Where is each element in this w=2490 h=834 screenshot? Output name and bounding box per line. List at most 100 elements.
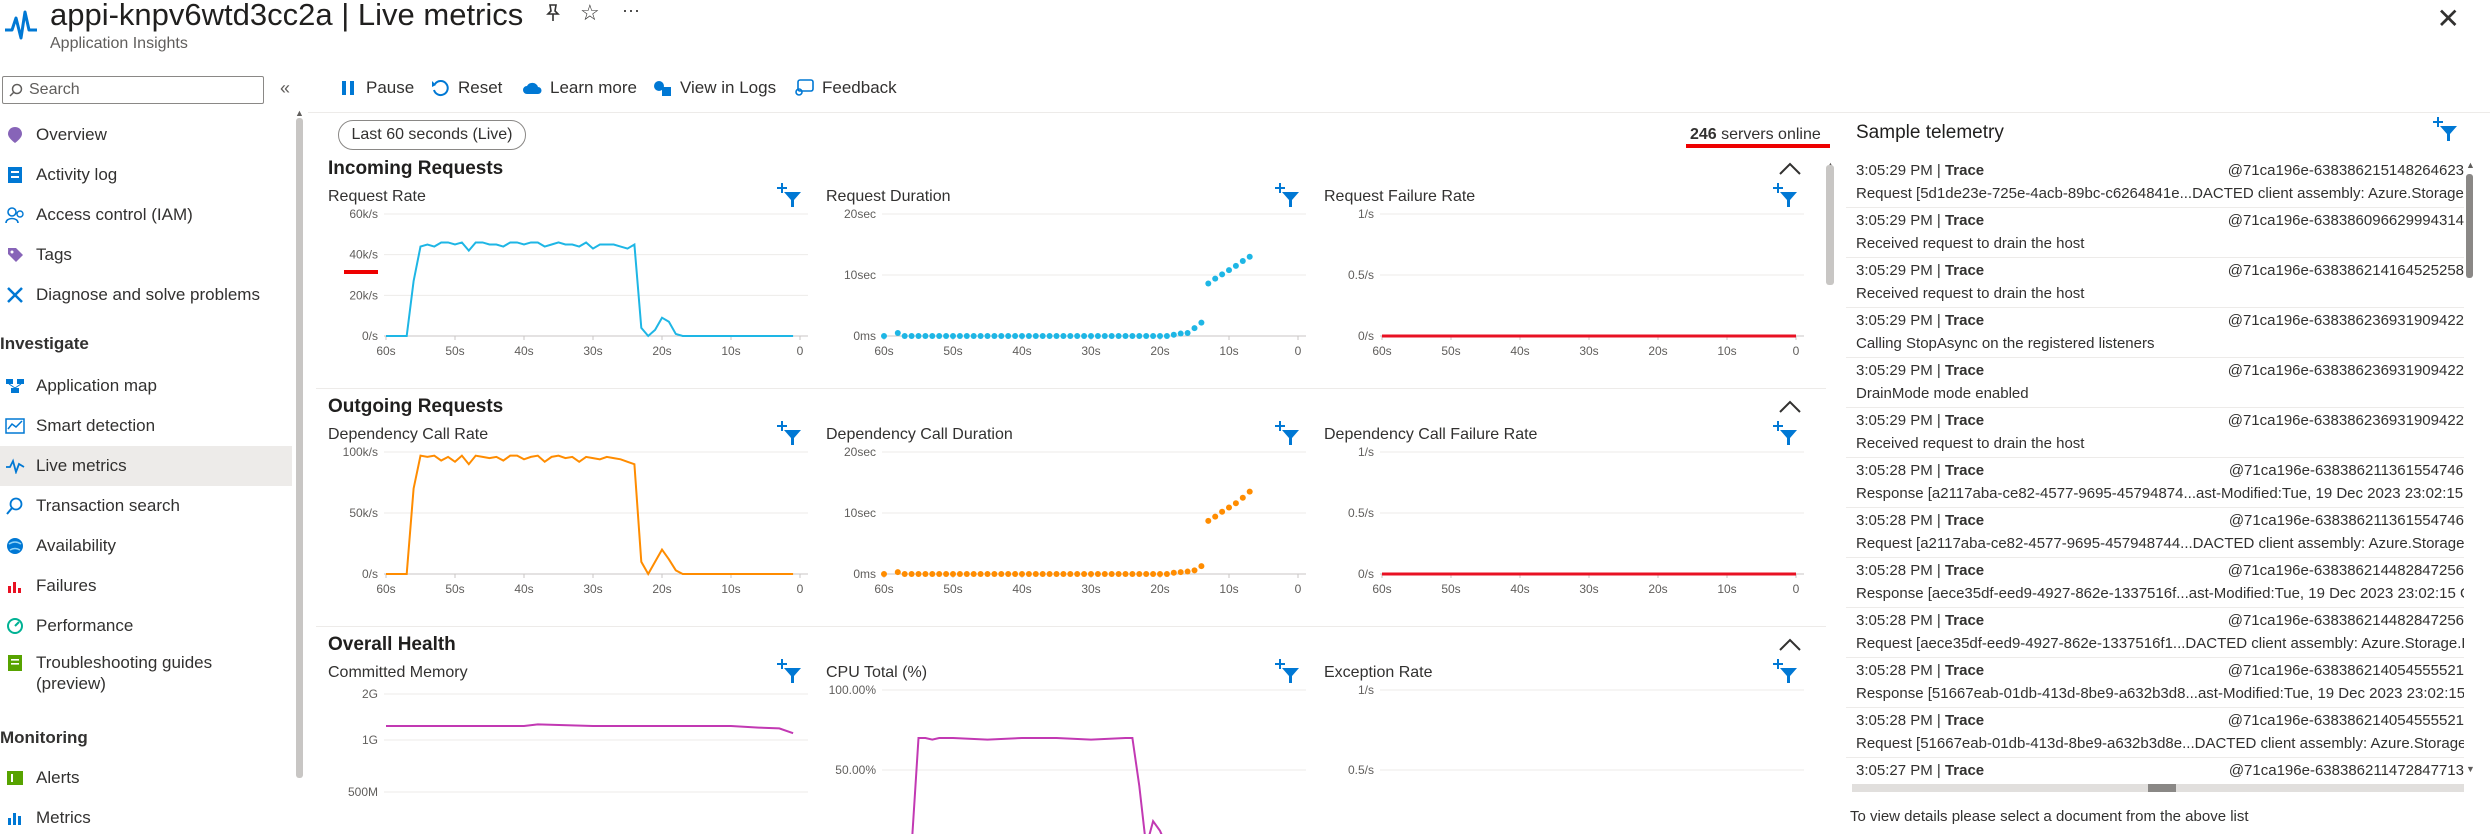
sidebar-item-transaction-search[interactable]: Transaction search xyxy=(0,486,292,526)
chart-request-duration[interactable]: Request Duration 20sec 10sec 0ms 60s 50s 40s 30… xyxy=(814,183,1312,386)
telemetry-row[interactable]: 3:05:28 PM | Trace @71ca196e-638386211361… xyxy=(1846,508,2464,558)
search-input[interactable]: Search xyxy=(2,76,264,104)
view-in-logs-button[interactable]: View in Logs xyxy=(652,74,776,102)
sidebar-item-label: Transaction search xyxy=(36,496,180,515)
filter-icon[interactable] xyxy=(1770,658,1798,684)
sidebar-item-metrics[interactable]: Metrics xyxy=(0,798,292,834)
telemetry-row[interactable]: 3:05:28 PM | Trace @71ca196e-638386211361… xyxy=(1846,458,2464,508)
telemetry-row[interactable]: 3:05:29 PM | Trace @71ca196e-638386236931… xyxy=(1846,408,2464,458)
telemetry-time: 3:05:28 PM xyxy=(1856,462,1933,479)
sidebar-item-alerts[interactable]: Alerts xyxy=(0,758,292,798)
collapse-incoming-icon[interactable] xyxy=(1778,160,1802,176)
filter-icon[interactable] xyxy=(774,420,802,446)
section-outgoing-requests: Outgoing Requests xyxy=(328,396,504,417)
telemetry-type: Trace xyxy=(1944,462,1985,479)
servers-label: servers online xyxy=(1721,126,1821,143)
data-point xyxy=(1184,568,1191,575)
series-line xyxy=(386,723,794,735)
time-range-button[interactable]: Last 60 seconds (Live) xyxy=(338,120,526,150)
telemetry-row[interactable]: 3:05:29 PM | Trace @71ca196e-638386096629… xyxy=(1846,208,2464,258)
telemetry-row[interactable]: 3:05:29 PM | Trace @71ca196e-638386214164… xyxy=(1846,258,2464,308)
chart-dependency-call-failure-rate[interactable]: Dependency Call Failure Rate 1/s 0.5/s 0/s 6… xyxy=(1312,421,1810,624)
telemetry-id: @71ca196e-638386211361554746 xyxy=(2228,512,2464,529)
sidebar-scrollbar[interactable] xyxy=(296,118,303,778)
activity-log-icon xyxy=(4,164,26,186)
telemetry-id: @71ca196e-638386214054555521 xyxy=(2227,712,2464,729)
telemetry-row[interactable]: 3:05:28 PM | Trace @71ca196e-638386214054… xyxy=(1846,708,2464,758)
sidebar-item-troubleshooting-guides[interactable]: Troubleshooting guides (preview) xyxy=(0,646,292,702)
telemetry-type: Trace xyxy=(1944,362,1985,379)
telemetry-row[interactable]: 3:05:27 PM | Trace @71ca196e-638386211472… xyxy=(1846,758,2464,780)
telemetry-row[interactable]: 3:05:29 PM | Trace @71ca196e-638386236931… xyxy=(1846,308,2464,358)
sidebar-item-diagnose[interactable]: Diagnose and solve problems xyxy=(0,275,292,315)
close-icon[interactable]: ✕ xyxy=(2436,3,2460,34)
y-tick-label: 0/s xyxy=(1358,329,1374,343)
telemetry-row[interactable]: 3:05:29 PM | Trace @71ca196e-638386215148… xyxy=(1846,158,2464,208)
learn-more-button[interactable]: Learn more xyxy=(522,74,637,102)
sidebar-item-overview[interactable]: Overview xyxy=(0,115,292,155)
chart-cpu-total[interactable]: CPU Total (%)100.00%50.00%0.00% xyxy=(814,659,1312,834)
sample-telemetry-list[interactable]: 3:05:29 PM | Trace @71ca196e-638386215148… xyxy=(1846,158,2464,780)
telemetry-scroll-up[interactable]: ▲ xyxy=(2466,160,2475,170)
telemetry-id: @71ca196e-638386214054555521 xyxy=(2227,662,2464,679)
sidebar-item-activity-log[interactable]: Activity log xyxy=(0,155,292,195)
reset-button[interactable]: Reset xyxy=(430,74,502,102)
sidebar-item-access-control[interactable]: Access control (IAM) xyxy=(0,195,292,235)
telemetry-type: Trace xyxy=(1944,562,1985,579)
x-tick-label: 40s xyxy=(1012,344,1031,358)
sidebar-item-performance[interactable]: Performance xyxy=(0,606,292,646)
data-point xyxy=(1232,500,1239,507)
telemetry-scroll-down[interactable]: ▼ xyxy=(2466,764,2475,774)
collapse-outgoing-icon[interactable] xyxy=(1778,398,1802,414)
star-icon[interactable]: ☆ xyxy=(580,0,600,25)
pause-button[interactable]: Pause xyxy=(338,74,414,102)
telemetry-row[interactable]: 3:05:29 PM | Trace @71ca196e-638386236931… xyxy=(1846,358,2464,408)
telemetry-scrollbar[interactable] xyxy=(2466,174,2473,278)
chart-request-failure-rate[interactable]: Request Failure Rate 1/s 0.5/s 0/s 60s 50s 40s… xyxy=(1312,183,1810,386)
chart-request-rate[interactable]: Request Rate 60k/s 40k/s 20k/s 0/s 60s 50s 40s 3… xyxy=(316,183,814,386)
x-tick-label: 50s xyxy=(445,344,464,358)
chart-committed-memory[interactable]: Committed Memory2G1G500M0 xyxy=(316,659,814,834)
chart-title: Committed Memory xyxy=(328,664,468,681)
data-point xyxy=(1012,333,1019,339)
sidebar-item-application-map[interactable]: Application map xyxy=(0,366,292,406)
filter-icon[interactable] xyxy=(774,182,802,208)
data-point xyxy=(1108,571,1115,577)
main-scrollbar[interactable] xyxy=(1826,165,1834,285)
more-icon[interactable]: ··· xyxy=(622,0,640,20)
series-line xyxy=(911,737,1163,834)
filter-icon[interactable] xyxy=(2430,116,2458,142)
servers-online[interactable]: 246 servers online xyxy=(1690,126,1821,144)
filter-icon[interactable] xyxy=(1272,420,1300,446)
collapse-sidebar-icon[interactable]: « xyxy=(280,78,291,98)
filter-icon[interactable] xyxy=(1770,182,1798,208)
sidebar-item-smart-detection[interactable]: Smart detection xyxy=(0,406,292,446)
telemetry-row[interactable]: 3:05:28 PM | Trace @71ca196e-638386214054… xyxy=(1846,658,2464,708)
sidebar-scroll-up[interactable]: ▲ xyxy=(295,108,304,118)
feedback-button[interactable]: Feedback xyxy=(794,74,897,102)
reset-icon xyxy=(430,79,450,97)
sidebar-item-availability[interactable]: Availability xyxy=(0,526,292,566)
sidebar-item-label: Overview xyxy=(36,125,107,144)
sidebar-item-label: Availability xyxy=(36,536,117,555)
collapse-health-icon[interactable] xyxy=(1778,636,1802,652)
sidebar-item-failures[interactable]: Failures xyxy=(0,566,292,606)
y-tick-label: 50.00% xyxy=(835,763,876,777)
pin-icon[interactable] xyxy=(542,2,564,30)
filter-icon[interactable] xyxy=(774,658,802,684)
filter-icon[interactable] xyxy=(1272,658,1300,684)
chart-dependency-call-duration[interactable]: Dependency Call Duration 20sec 10sec 0ms 60s… xyxy=(814,421,1312,624)
telemetry-row[interactable]: 3:05:28 PM | Trace @71ca196e-638386214482… xyxy=(1846,608,2464,658)
telemetry-hscroll-thumb[interactable] xyxy=(2148,784,2176,792)
data-point xyxy=(1067,333,1074,339)
chart-dependency-call-rate[interactable]: Dependency Call Rate 100k/s 50k/s 0/s 60s 50s… xyxy=(316,421,814,624)
x-tick-label: 10s xyxy=(1219,582,1238,596)
data-point xyxy=(1088,333,1094,339)
filter-icon[interactable] xyxy=(1770,420,1798,446)
sidebar-item-tags[interactable]: Tags xyxy=(0,235,292,275)
telemetry-row[interactable]: 3:05:28 PM | Trace @71ca196e-638386214482… xyxy=(1846,558,2464,608)
sidebar-item-live-metrics[interactable]: Live metrics xyxy=(0,446,292,486)
telemetry-message: Request [5d1de23e-725e-4acb-89bc-c626484… xyxy=(1856,185,2464,202)
filter-icon[interactable] xyxy=(1272,182,1300,208)
